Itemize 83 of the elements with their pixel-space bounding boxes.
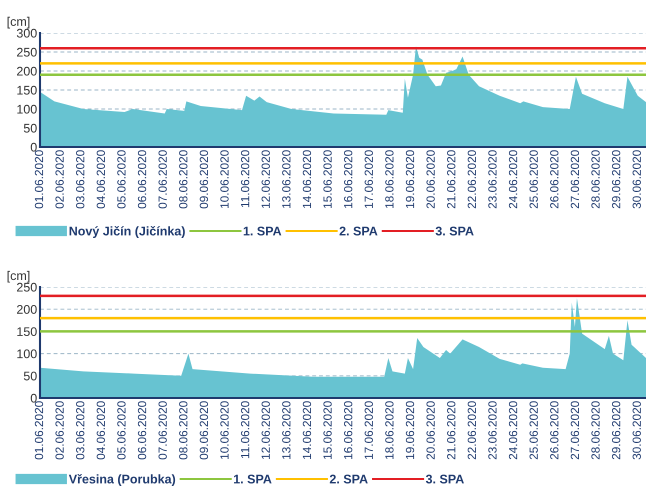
x-tick-label: 30.06.2020 <box>632 401 641 460</box>
x-tick-label: 29.06.2020 <box>612 150 620 208</box>
y-tick-label: 200 <box>17 66 37 76</box>
legend-label: 3. SPA <box>426 474 464 484</box>
x-tick-label: 26.06.2020 <box>550 401 558 460</box>
x-tick-label: 19.06.2020 <box>406 401 414 459</box>
x-tick-label: 19.06.2020 <box>406 150 414 208</box>
legend-label: 2. SPA <box>340 226 378 236</box>
x-tick-label: 30.06.2020 <box>632 150 641 208</box>
x-tick-label: 12.06.2020 <box>262 150 270 208</box>
x-tick-label: 08.06.2020 <box>179 401 188 460</box>
x-tick-label: 21.06.2020 <box>447 150 456 208</box>
x-tick-label: 02.06.2020 <box>55 401 64 460</box>
x-tick-label: 23.06.2020 <box>488 401 497 460</box>
legend-label: Nový Jičín (Jičínka) <box>70 226 185 238</box>
legend-label: 1. SPA <box>234 474 272 484</box>
legend-label: Vřesina (Porubka) <box>68 474 176 486</box>
x-tick-label: 20.06.2020 <box>426 150 435 208</box>
x-tick-label: 07.06.2020 <box>158 401 167 460</box>
x-tick-label: 28.06.2020 <box>591 150 600 208</box>
x-tick-label: 18.06.2020 <box>385 150 394 208</box>
y-tick-label: 250 <box>17 282 37 292</box>
y-tick-label: 200 <box>17 305 37 314</box>
x-tick-label: 25.06.2020 <box>530 401 538 460</box>
x-tick-label: 01.06.2020 <box>34 401 44 460</box>
x-tick-label: 17.06.2020 <box>364 150 373 208</box>
x-tick-label: 03.06.2020 <box>76 150 84 208</box>
x-tick-label: 14.06.2020 <box>302 401 312 459</box>
y-axis-title: [cm] <box>8 270 30 283</box>
legend-label: 1. SPA <box>244 226 282 236</box>
x-tick-label: 28.06.2020 <box>591 401 600 460</box>
y-tick-label: 0 <box>30 142 37 152</box>
x-tick-label: 05.06.2020 <box>117 150 126 208</box>
x-tick-label: 04.06.2020 <box>96 150 106 208</box>
x-tick-label: 02.06.2020 <box>55 150 64 208</box>
x-tick-label: 06.06.2020 <box>138 401 146 460</box>
x-tick-label: 24.06.2020 <box>508 150 518 208</box>
x-tick-label: 15.06.2020 <box>323 150 332 208</box>
x-tick-label: 24.06.2020 <box>508 401 518 460</box>
x-tick-label: 27.06.2020 <box>570 401 580 460</box>
x-tick-label: 09.06.2020 <box>200 401 208 460</box>
x-tick-label: 17.06.2020 <box>364 401 373 459</box>
x-tick-label: 05.06.2020 <box>117 401 126 460</box>
y-tick-label: 150 <box>17 86 37 95</box>
y-tick-label: 100 <box>17 104 37 114</box>
y-tick-label: 50 <box>24 372 37 380</box>
x-tick-label: 16.06.2020 <box>344 401 352 459</box>
x-tick-label: 18.06.2020 <box>385 401 394 459</box>
x-tick-label: 09.06.2020 <box>200 150 208 208</box>
y-axis-title: [cm] <box>8 16 30 28</box>
x-tick-label: 03.06.2020 <box>76 401 84 460</box>
x-tick-label: 14.06.2020 <box>302 150 312 208</box>
legend-label: 3. SPA <box>436 226 474 236</box>
x-tick-label: 08.06.2020 <box>179 150 188 208</box>
x-tick-label: 20.06.2020 <box>426 401 435 460</box>
x-tick-label: 26.06.2020 <box>550 150 558 208</box>
x-tick-label: 25.06.2020 <box>530 150 538 208</box>
x-tick-label: 06.06.2020 <box>138 150 146 208</box>
y-tick-label: 250 <box>17 48 37 57</box>
x-tick-label: 01.06.2020 <box>34 150 44 208</box>
x-tick-label: 29.06.2020 <box>612 401 620 460</box>
y-tick-label: 0 <box>30 394 37 403</box>
x-tick-label: 04.06.2020 <box>96 401 106 460</box>
x-tick-label: 13.06.2020 <box>282 401 291 459</box>
x-tick-label: 22.06.2020 <box>468 150 476 208</box>
x-tick-label: 11.06.2020 <box>240 150 250 208</box>
x-tick-label: 10.06.2020 <box>220 401 229 459</box>
x-tick-label: 12.06.2020 <box>262 401 270 459</box>
x-tick-label: 21.06.2020 <box>447 401 456 460</box>
y-tick-label: 50 <box>24 124 37 133</box>
x-tick-label: 11.06.2020 <box>240 401 250 458</box>
x-tick-label: 15.06.2020 <box>323 401 332 459</box>
y-tick-label: 100 <box>17 349 37 358</box>
x-tick-label: 13.06.2020 <box>282 150 291 208</box>
x-tick-label: 10.06.2020 <box>220 150 229 208</box>
legend-label: 2. SPA <box>330 474 368 484</box>
x-tick-label: 22.06.2020 <box>468 401 476 460</box>
x-tick-label: 16.06.2020 <box>344 150 352 208</box>
y-tick-label: 150 <box>17 327 37 336</box>
y-tick-label: 300 <box>16 28 37 38</box>
x-tick-label: 23.06.2020 <box>488 150 497 208</box>
x-tick-label: 07.06.2020 <box>158 150 167 208</box>
x-tick-label: 27.06.2020 <box>570 150 580 208</box>
